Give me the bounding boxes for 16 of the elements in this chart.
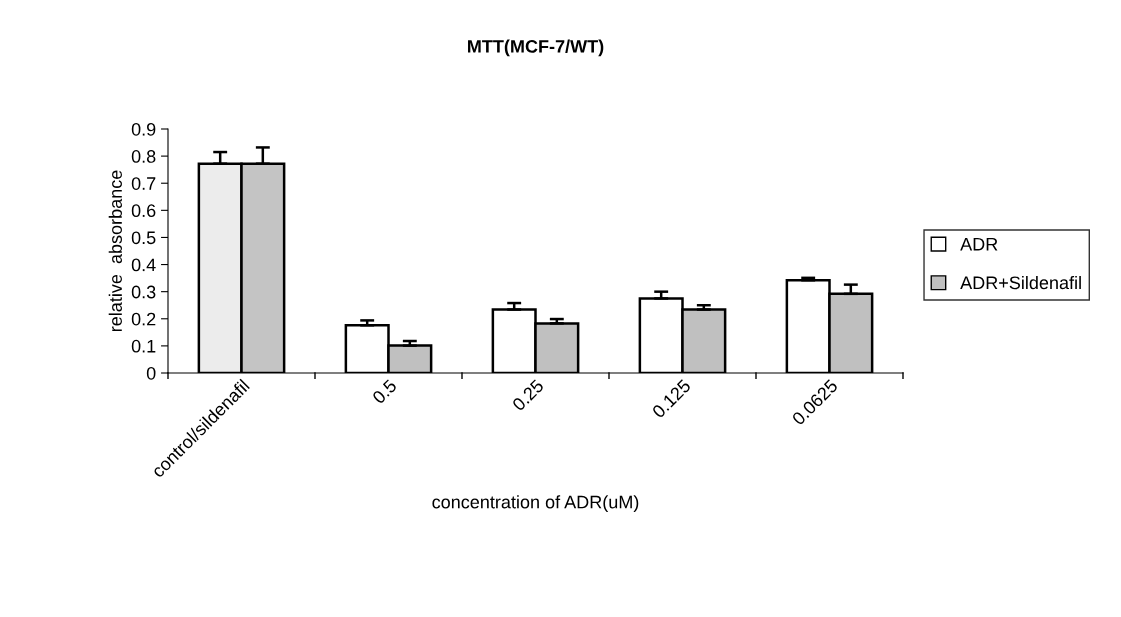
y-tick-label: 0.5 [131,231,156,245]
y-tick-label: 0.7 [131,177,156,190]
y-tick-label: 0.4 [131,258,156,272]
y-tick-label: 0.3 [131,285,156,299]
chart-title: MTT(MCF-7/WT) [468,39,604,57]
y-tick-label: 0.2 [131,312,156,326]
y-tick-label: 0.8 [131,150,156,163]
legend-label: ADR [960,238,998,251]
x-tick-label: 0.5 [371,378,398,405]
x-axis-title: concentration of ADR(uM) [432,495,639,513]
y-axis-title: relative absorbance [108,170,122,332]
legend-label: ADR+Sildenafil [960,275,1081,290]
y-tick-label: 0 [146,366,156,380]
y-tick-label: 0.6 [131,204,156,218]
y-tick-label: 0.9 [131,122,156,136]
y-tick-label: 0.1 [131,339,156,353]
